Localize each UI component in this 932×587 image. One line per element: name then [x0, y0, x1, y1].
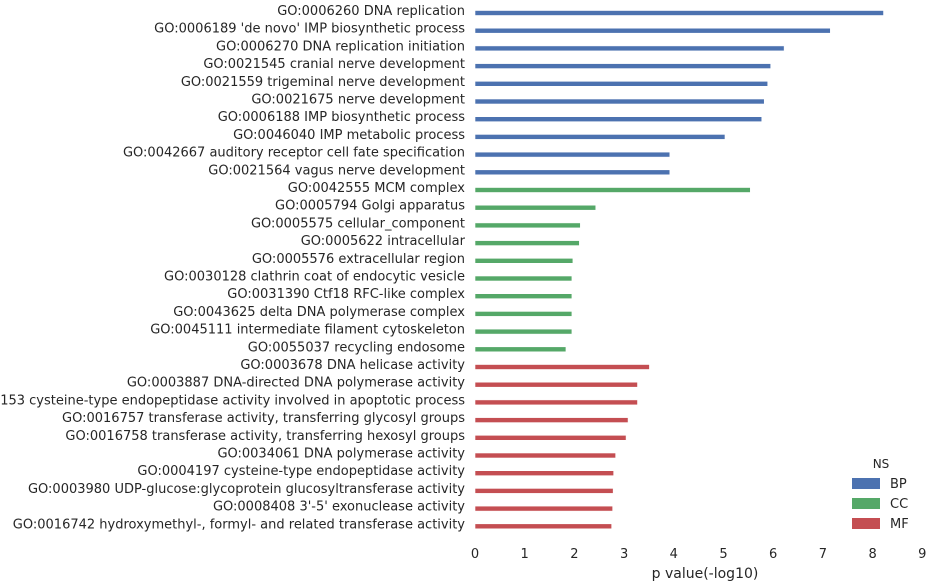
- category-label: GO:0005622 intracellular: [301, 234, 466, 249]
- category-label: GO:0008408 3'-5' exonuclease activity: [213, 500, 465, 515]
- category-label: GO:0021675 nerve development: [251, 93, 465, 108]
- bar: [474, 187, 751, 193]
- bars-layer: [474, 10, 884, 530]
- bar: [474, 151, 671, 158]
- x-tick-label: 8: [868, 547, 876, 562]
- category-label: GO:0005575 cellular_component: [251, 216, 465, 231]
- legend-label: CC: [890, 497, 908, 512]
- category-label: GO:0016758 transferase activity, transfe…: [65, 429, 465, 444]
- bar: [474, 399, 638, 406]
- bar: [474, 134, 726, 140]
- x-tick-label: 2: [570, 547, 578, 562]
- category-label: GO:0006260 DNA replication: [277, 4, 465, 19]
- category-label: GO:0016742 hydroxymethyl-, formyl- and r…: [13, 517, 466, 532]
- category-label: GO:0034061 DNA polymerase activity: [217, 447, 465, 462]
- category-label: GO:0006188 IMP biosynthetic process: [218, 110, 466, 125]
- bar: [474, 81, 769, 87]
- category-label: GO:0046040 IMP metabolic process: [233, 128, 465, 143]
- x-axis-ticks: 0 1 2 3 4 5 6 7 8 9: [471, 547, 927, 562]
- bar: [474, 293, 573, 300]
- legend-swatch: [852, 478, 880, 489]
- category-label: GO:0005576 extracellular region: [252, 252, 465, 267]
- bar: [474, 45, 785, 52]
- bar: [474, 311, 573, 317]
- bar: [474, 381, 638, 388]
- category-label: GO:0005794 Golgi apparatus: [275, 199, 465, 214]
- legend: NS BP CC MF: [852, 457, 909, 532]
- bar: [474, 10, 884, 16]
- bar: [474, 434, 627, 441]
- category-label: GO:0031390 Ctf18 RFC-like complex: [227, 287, 465, 302]
- bar: [474, 257, 574, 264]
- bar: [474, 275, 573, 282]
- legend-label: MF: [890, 517, 909, 532]
- bar: [474, 169, 671, 176]
- bar: [474, 364, 650, 370]
- bar: [474, 523, 612, 530]
- x-tick-label: 3: [620, 547, 628, 562]
- x-tick-label: 7: [819, 547, 827, 562]
- category-label: GO:0003887 DNA-directed DNA polymerase a…: [127, 376, 465, 391]
- category-label: GO:0021559 trigeminal nerve development: [181, 75, 465, 90]
- category-label: GO:0016757 transferase activity, transfe…: [62, 411, 465, 426]
- category-label: GO:0042555 MCM complex: [288, 181, 466, 196]
- bar: [474, 452, 616, 459]
- x-tick-label: 9: [918, 547, 926, 562]
- bar: [474, 417, 629, 423]
- bar: [474, 505, 613, 512]
- x-tick-label: 6: [769, 547, 777, 562]
- bar: [474, 328, 573, 335]
- legend-label: BP: [890, 477, 907, 492]
- x-axis-title: p value(-log10): [652, 566, 759, 582]
- legend-swatch: [852, 498, 880, 509]
- bar: [474, 488, 614, 494]
- bar: [474, 116, 763, 122]
- legend-swatch: [852, 518, 880, 529]
- category-label: GO:0004197 cysteine-type endopeptidase a…: [137, 464, 465, 479]
- bar: [474, 27, 831, 34]
- bar: [474, 240, 580, 246]
- category-label: GO:0055037 recycling endosome: [248, 340, 465, 355]
- category-label: GO:0097153 cysteine-type endopeptidase a…: [0, 393, 465, 408]
- category-label: GO:0030128 clathrin coat of endocytic ve…: [164, 270, 465, 285]
- category-label: GO:0045111 intermediate filament cytoske…: [150, 323, 465, 338]
- legend-title: NS: [873, 457, 890, 471]
- category-label: GO:0021545 cranial nerve development: [203, 57, 465, 72]
- category-label: GO:0003678 DNA helicase activity: [240, 358, 465, 373]
- bar: [474, 222, 581, 229]
- category-label: GO:0006270 DNA replication initiation: [216, 39, 465, 54]
- x-tick-label: 4: [670, 547, 678, 562]
- x-tick-label: 1: [521, 547, 529, 562]
- bar: [474, 63, 772, 69]
- category-label: GO:0042667 auditory receptor cell fate s…: [123, 146, 465, 161]
- bar: [474, 470, 614, 477]
- bar: [474, 98, 765, 105]
- bar: [474, 346, 567, 353]
- category-labels: GO:0006260 DNA replication GO:0006189 'de…: [0, 4, 466, 532]
- category-label: GO:0043625 delta DNA polymerase complex: [173, 305, 465, 320]
- category-label: GO:0021564 vagus nerve development: [208, 163, 465, 178]
- x-tick-label: 5: [719, 547, 727, 562]
- category-label: GO:0003980 UDP-glucose:glycoprotein gluc…: [28, 482, 465, 497]
- bar: [474, 204, 597, 211]
- category-label: GO:0006189 'de novo' IMP biosynthetic pr…: [154, 22, 465, 37]
- x-tick-label: 0: [471, 547, 479, 562]
